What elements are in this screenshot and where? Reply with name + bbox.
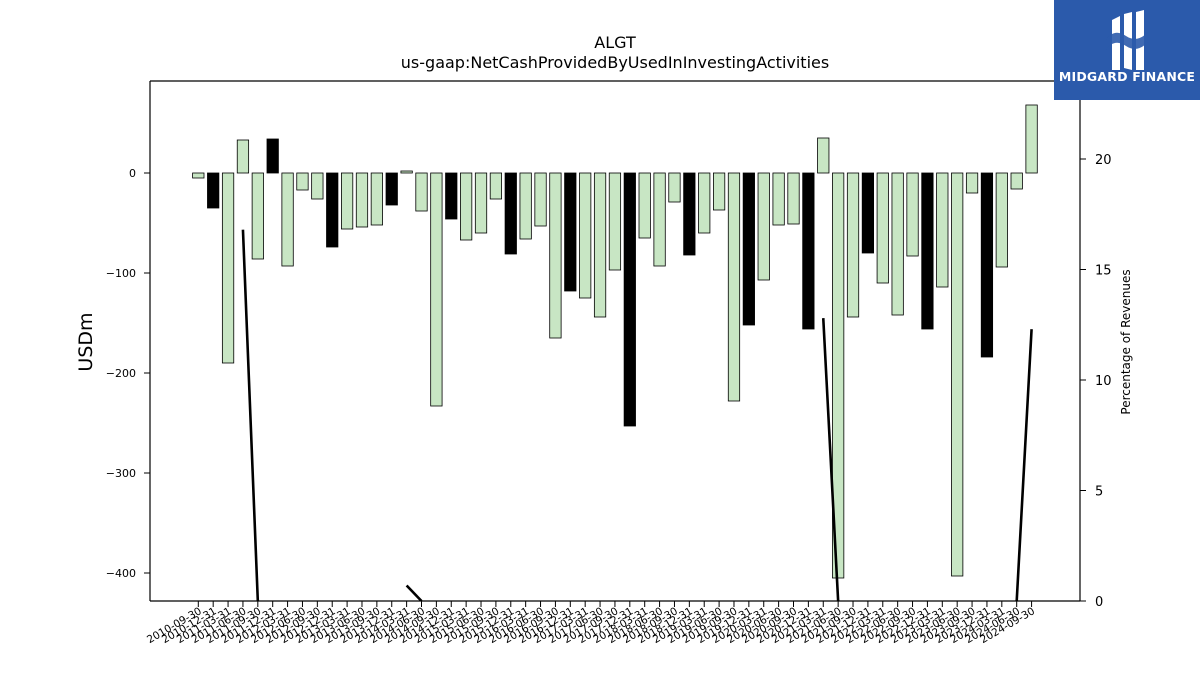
bar	[1010, 172, 1023, 190]
bar	[757, 172, 770, 281]
brand-logo: MIDGARD FINANCE	[1054, 0, 1200, 100]
bar	[192, 172, 205, 179]
bar	[668, 172, 681, 203]
bar	[742, 172, 755, 326]
bar	[995, 172, 1008, 268]
bar	[713, 172, 726, 211]
bar	[400, 170, 413, 174]
bar	[861, 172, 875, 254]
y-tick-label: −300	[106, 467, 136, 480]
bar	[564, 172, 577, 292]
y-axis-label: USDm	[75, 312, 97, 371]
bar	[593, 172, 607, 318]
y-tick-label: −200	[106, 367, 136, 380]
y2-tick-label: 5	[1095, 485, 1103, 500]
bar	[802, 172, 815, 330]
bar	[207, 172, 220, 209]
bar	[549, 172, 562, 339]
bar	[221, 172, 235, 364]
y-tick-label: −400	[106, 567, 136, 580]
bar	[876, 172, 889, 284]
bar	[460, 172, 473, 241]
bar	[891, 172, 904, 316]
bar	[355, 172, 369, 228]
chart-subtitle: us-gaap:NetCashProvidedByUsedInInvesting…	[401, 53, 829, 72]
bar	[846, 172, 860, 318]
bar	[236, 139, 250, 174]
chart-title: ALGT	[594, 33, 636, 52]
bar	[653, 172, 666, 267]
logo-text: MIDGARD FINANCE	[1058, 69, 1196, 84]
y2-tick-label: 0	[1095, 595, 1103, 610]
bar	[385, 172, 398, 206]
bar	[519, 172, 532, 240]
bar	[965, 172, 979, 194]
bar	[638, 172, 651, 239]
bar	[817, 137, 830, 174]
bar	[489, 172, 503, 200]
y2-tick-label: 20	[1095, 153, 1112, 168]
bar	[281, 172, 294, 267]
bar	[579, 172, 592, 299]
bar	[326, 172, 339, 248]
bar	[951, 172, 964, 577]
bar	[772, 172, 785, 226]
bar	[683, 172, 696, 256]
bar	[296, 172, 309, 191]
bar	[474, 172, 488, 234]
y-tick-label: −100	[106, 267, 136, 280]
bar	[534, 172, 547, 227]
bar	[251, 172, 264, 260]
bar	[266, 138, 279, 174]
y2-axis-label: Percentage of Revenues	[1119, 269, 1133, 414]
bar	[906, 172, 919, 257]
bar	[936, 172, 949, 288]
percentage-line	[241, 229, 1033, 601]
y-tick-label: 0	[129, 167, 136, 180]
bar	[608, 172, 622, 271]
bar	[698, 172, 711, 234]
bar	[311, 172, 324, 200]
bar	[1025, 104, 1038, 174]
bar	[340, 172, 354, 230]
bar	[445, 172, 458, 220]
bar	[504, 172, 517, 255]
bar	[921, 172, 934, 330]
bar	[787, 172, 800, 225]
y2-tick-label: 10	[1095, 374, 1112, 389]
bar	[623, 172, 636, 427]
bar	[370, 172, 383, 226]
logo-mark-icon	[1106, 10, 1150, 70]
y2-tick-label: 15	[1095, 264, 1112, 279]
bar	[430, 172, 443, 407]
bar	[980, 172, 994, 358]
bar	[727, 172, 741, 402]
bar	[415, 172, 428, 212]
